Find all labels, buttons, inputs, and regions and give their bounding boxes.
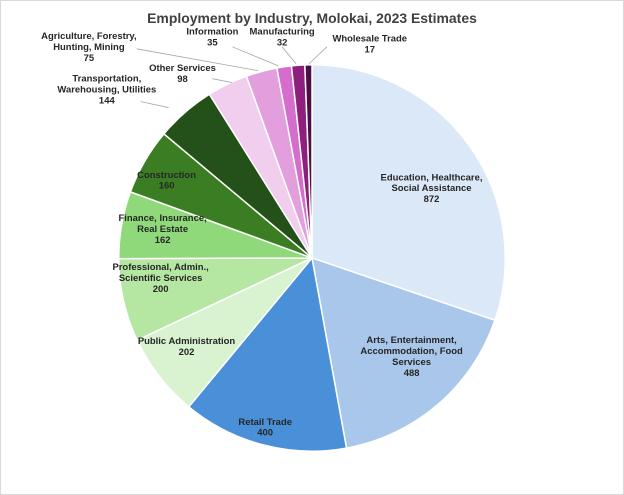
chart-title: Employment by Industry, Molokai, 2023 Es… — [147, 10, 477, 26]
slice-label: Retail Trade 400 — [238, 417, 292, 439]
slice-label: Agriculture, Forestry, Hunting, Mining 75 — [41, 31, 136, 64]
leader-line — [140, 101, 169, 108]
leader-line — [308, 46, 328, 65]
leader-line — [232, 46, 279, 67]
pie-slice — [304, 63, 313, 258]
slice-label: Other Services 98 — [149, 63, 216, 85]
leader-line — [136, 48, 259, 72]
slice-label: Public Administration 202 — [138, 336, 236, 358]
leader-line — [212, 78, 233, 84]
pie-slice — [311, 63, 506, 322]
pie-slice — [187, 256, 348, 452]
pie-slice — [311, 256, 496, 449]
slice-label: Arts, Entertainment, Accommodation, Food S… — [360, 335, 463, 379]
slice-label: Education, Healthcare, Social Assistance 8… — [381, 172, 483, 205]
slice-label: Wholesale Trade 17 — [332, 33, 407, 55]
pie-slices — [118, 63, 506, 452]
leader-line — [281, 46, 297, 64]
slice-label: Construction 160 — [137, 170, 196, 192]
slice-label: Professional, Admin., Scientific Services… — [112, 262, 208, 295]
leader-lines — [136, 46, 328, 108]
slice-label: Manufacturing 32 — [250, 26, 315, 48]
slice-labels: Education, Healthcare, Social Assistance 8… — [41, 26, 482, 438]
slice-label: Transportation, Warehousing, Utilities 144 — [57, 74, 156, 107]
slice-label: Finance, Insurance, Real Estate 162 — [118, 213, 206, 246]
slice-label: Information 35 — [186, 26, 238, 48]
